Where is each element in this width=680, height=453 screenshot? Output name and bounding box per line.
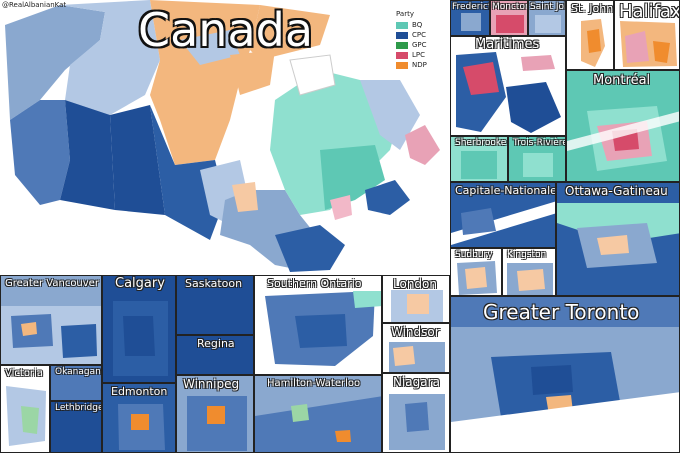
inset-saint-john: Saint John <box>528 0 566 36</box>
legend-item: NDP <box>396 60 446 70</box>
region-baffin-south <box>230 50 275 95</box>
inset-label: Sudbury <box>455 250 493 260</box>
inset-capitale-nationale: Capitale-Nationale <box>450 182 556 248</box>
region-alberta <box>60 100 115 210</box>
inset-edmonton: Edmonton <box>102 383 176 453</box>
inset-label: Regina <box>197 337 235 350</box>
region-yukon <box>5 5 105 120</box>
inset-label: Saint John <box>530 2 565 12</box>
inset-label: Montréal <box>593 73 651 88</box>
inset-label: Edmonton <box>111 385 168 398</box>
inset-victoria: Victoria <box>0 365 50 453</box>
inset-label: Trois-Rivières <box>513 138 565 148</box>
legend-swatch <box>396 31 408 39</box>
inset-label: Ottawa-Gatineau <box>565 184 668 198</box>
inset-london: London <box>382 275 450 323</box>
legend-swatch <box>396 61 408 69</box>
region-victoria-island <box>180 30 240 65</box>
region-maritimes <box>365 180 410 215</box>
region-northwest-territories <box>60 0 160 115</box>
inset-label: Okanagan <box>55 367 101 377</box>
legend-swatch <box>396 51 408 59</box>
legend-title: Party <box>396 10 414 18</box>
inset-hamilton-waterloo: Hamilton-Waterloo <box>254 375 382 453</box>
inset-calgary: Calgary <box>102 275 176 383</box>
legend-swatch <box>396 21 408 29</box>
canada-map <box>5 0 440 272</box>
region-southern-ontario <box>275 225 345 272</box>
inset-label: Maritimes <box>475 37 540 52</box>
legend-item: LPC <box>396 50 446 60</box>
inset-halifax: Halifax <box>614 0 680 70</box>
inset-label: Victoria <box>5 368 43 379</box>
canada-map-panel: @RealAlbanianKat Canada Party BQ CPC GPC… <box>0 0 450 275</box>
inset-label: Hamilton-Waterloo <box>267 378 361 389</box>
inset-ottawa-gatineau: Ottawa-Gatineau <box>556 182 680 296</box>
inset-label: Saskatoon <box>185 277 243 290</box>
inset-winnipeg: Winnipeg <box>176 375 254 453</box>
legend-label: LPC <box>412 51 426 59</box>
region-labrador <box>360 80 420 150</box>
inset-montreal: Montréal <box>566 70 680 182</box>
credit-text: @RealAlbanianKat <box>2 1 67 9</box>
inset-greater-toronto: Greater Toronto <box>450 296 680 453</box>
region-newfoundland <box>405 125 440 165</box>
region-arctic-islands <box>250 5 330 60</box>
region-quebec-north <box>270 70 400 215</box>
legend-label: NDP <box>412 61 427 69</box>
legend-item: CPC <box>396 30 446 40</box>
region-quebec-south <box>320 145 385 210</box>
inset-saskatoon: Saskatoon <box>176 275 254 335</box>
inset-sherbrooke: Sherbrooke <box>450 136 508 182</box>
inset-label: Windsor <box>391 325 440 339</box>
inset-niagara: Niagara <box>382 373 450 453</box>
legend-swatch <box>396 41 408 49</box>
inset-windsor: Windsor <box>382 323 450 373</box>
region-quebec-lpc <box>330 195 352 220</box>
map-title: Canada <box>138 3 314 57</box>
inset-greater-vancouver: Greater Vancouver <box>0 275 102 365</box>
region-manitoba <box>150 105 225 240</box>
inset-lethbridge: Lethbridge <box>50 401 102 453</box>
inset-label: London <box>393 277 437 291</box>
inset-label: Greater Vancouver <box>5 278 99 289</box>
inset-label: Niagara <box>393 375 440 389</box>
inset-trois-rivieres: Trois-Rivières <box>508 136 566 182</box>
inset-okanagan: Okanagan <box>50 365 102 401</box>
region-saskatchewan <box>110 105 165 215</box>
inset-maritimes: Maritimes <box>450 36 566 136</box>
region-ontario-ndp <box>232 182 258 212</box>
inset-southern-ontario: Southern Ontario <box>254 275 382 375</box>
legend-label: GPC <box>412 41 427 49</box>
inset-label: Southern Ontario <box>267 277 362 290</box>
inset-label: Sherbrooke <box>455 138 507 148</box>
inset-regina: Regina <box>176 335 254 375</box>
inset-label: Winnipeg <box>183 377 240 391</box>
inset-label: Moncton <box>492 2 528 12</box>
inset-label: Halifax <box>619 1 680 22</box>
legend-item: GPC <box>396 40 446 50</box>
region-hudson-bay <box>289 54 336 96</box>
inset-moncton: Moncton <box>490 0 528 36</box>
inset-kingston: Kingston <box>502 248 556 296</box>
inset-label: St. John's <box>571 2 614 15</box>
legend-label: CPC <box>412 31 426 39</box>
region-british-columbia <box>10 100 70 205</box>
legend: Party BQ CPC GPC LPC NDP <box>396 10 446 70</box>
legend-label: BQ <box>412 21 423 29</box>
inset-st-johns: St. John's <box>566 0 614 70</box>
inset-label: Lethbridge <box>55 403 102 413</box>
inset-label: Fredericton <box>452 2 489 12</box>
inset-sudbury: Sudbury <box>450 248 502 296</box>
inset-label: Kingston <box>507 250 547 260</box>
inset-fredericton: Fredericton <box>450 0 490 36</box>
inset-label: Capitale-Nationale <box>455 184 556 197</box>
inset-label: Greater Toronto <box>483 300 640 324</box>
inset-label: Calgary <box>115 276 165 291</box>
legend-item: BQ <box>396 20 446 30</box>
